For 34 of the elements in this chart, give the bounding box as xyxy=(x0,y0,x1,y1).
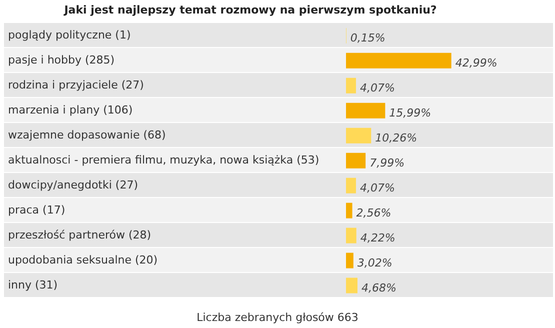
y-tick-label: rodzina i przyjaciele (27) xyxy=(8,78,144,92)
y-tick-label: marzenia i plany (106) xyxy=(8,103,133,116)
data-label: 2,56% xyxy=(356,206,392,220)
data-label: 4,07% xyxy=(360,82,395,95)
bar xyxy=(346,128,372,144)
text: Jaki jest najlepszy temat rozmowy na pierwszym spotkaniu? xyxy=(63,3,437,16)
y-tick-label: wzajemne dopasowanie (68) xyxy=(8,128,166,142)
bar xyxy=(346,228,356,244)
bar xyxy=(346,152,366,168)
data-label: 4,68% xyxy=(361,281,396,294)
y-tick-label: aktualnosci - premiera filmu, muzyka, nowa książka (53) xyxy=(8,153,320,166)
bar xyxy=(346,102,386,118)
bar xyxy=(346,252,354,268)
data-label: 3,02% xyxy=(357,256,392,270)
data-label: 7,99% xyxy=(370,156,405,170)
y-tick-label: inny (31) xyxy=(8,278,58,292)
y-tick-label: praca (17) xyxy=(8,203,66,216)
bar xyxy=(346,78,356,94)
bar xyxy=(346,202,352,218)
data-label: 42,99% xyxy=(455,56,498,70)
data-label: 15,99% xyxy=(389,106,432,120)
text: Liczba zebranych głosów 663 xyxy=(196,310,358,324)
data-label: 10,26% xyxy=(375,131,418,144)
data-label: 0,15% xyxy=(350,32,386,45)
y-tick-label: dowcipy/anegdotki (27) xyxy=(8,178,138,192)
y-tick-label: pasje i hobby (285) xyxy=(8,54,115,67)
bar xyxy=(346,52,452,68)
bar xyxy=(346,278,358,294)
y-tick-label: przeszłość partnerów (28) xyxy=(8,228,152,242)
y-tick-label: poglądy polityczne (1) xyxy=(8,28,131,42)
bar xyxy=(346,178,356,194)
y-tick-label: upodobania seksualne (20) xyxy=(8,253,158,266)
data-label: 4,07% xyxy=(360,181,395,194)
data-label: 4,22% xyxy=(360,231,396,244)
